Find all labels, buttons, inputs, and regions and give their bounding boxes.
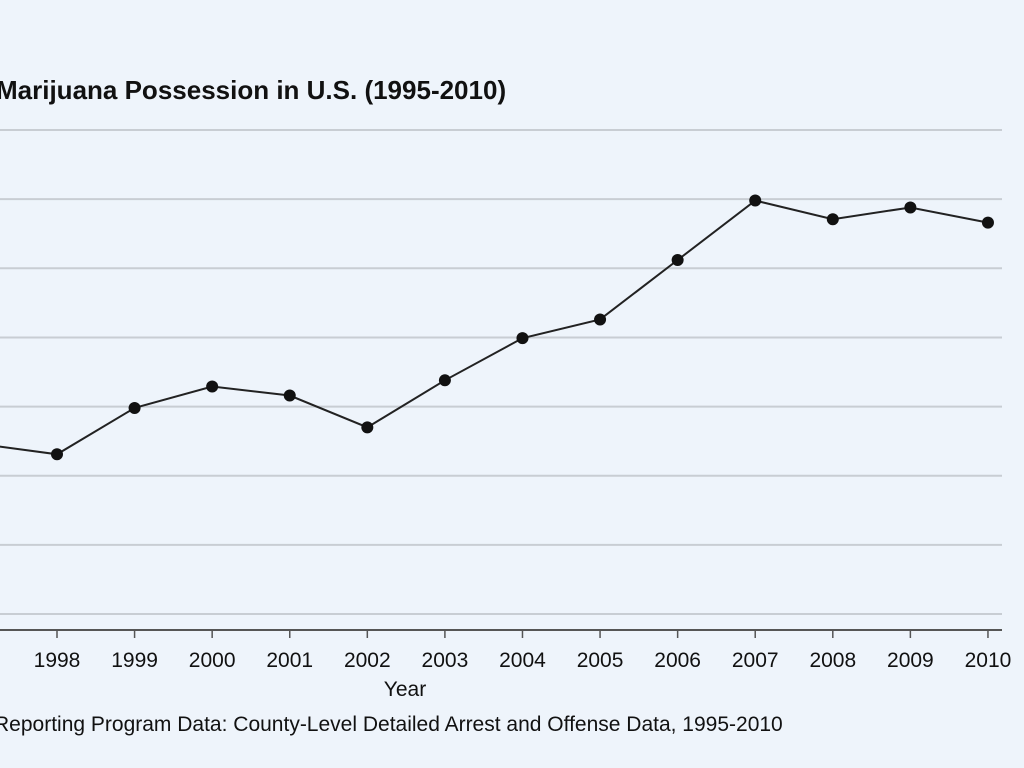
x-axis-label: Year xyxy=(384,678,426,701)
x-tick-label: 2003 xyxy=(422,649,469,672)
data-point xyxy=(671,254,684,267)
series xyxy=(0,194,994,461)
data-point xyxy=(749,194,762,207)
data-point xyxy=(826,213,839,226)
data-point xyxy=(981,216,994,229)
data-point xyxy=(51,448,63,461)
x-tick-label: 2005 xyxy=(577,649,624,672)
x-tick-label: 2007 xyxy=(732,649,779,672)
data-point xyxy=(283,389,296,402)
chart-title: Marijuana Possession in U.S. (1995-2010) xyxy=(0,75,506,105)
x-tick-label: 1999 xyxy=(111,649,158,672)
data-point xyxy=(361,421,374,434)
x-tick-label: 1998 xyxy=(34,649,81,672)
data-point xyxy=(516,332,529,345)
x-tick-label: 2000 xyxy=(189,649,236,672)
data-point xyxy=(904,201,917,214)
x-ticks: 7199819992000200120022003200420052006200… xyxy=(34,630,1012,672)
x-tick-label: 2009 xyxy=(887,649,934,672)
data-point xyxy=(594,313,607,326)
x-tick-label: 2004 xyxy=(499,649,546,672)
data-point xyxy=(438,374,451,387)
series-line xyxy=(0,199,989,456)
source-note: Reporting Program Data: County-Level Det… xyxy=(0,713,783,736)
data-point xyxy=(128,401,141,414)
data-point xyxy=(206,380,219,393)
x-tick-label: 2010 xyxy=(965,649,1012,672)
x-tick-label: 2001 xyxy=(266,649,313,672)
x-tick-label: 2006 xyxy=(654,649,701,672)
x-tick-label: 2008 xyxy=(809,649,856,672)
x-tick-label: 2002 xyxy=(344,649,391,672)
gridlines xyxy=(0,129,1002,615)
